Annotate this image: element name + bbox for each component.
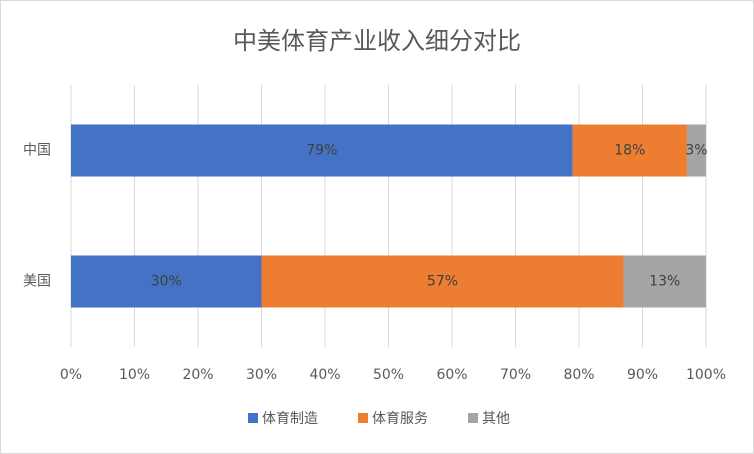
bar-segment <box>572 124 687 177</box>
data-label: 18% <box>614 143 645 159</box>
x-tick-label: 20% <box>182 367 213 383</box>
chart-title: 中美体育产业收入细分对比 <box>233 27 521 55</box>
legend-swatch <box>248 413 258 423</box>
y-tick-label: 美国 <box>23 274 51 290</box>
data-label: 79% <box>306 143 337 159</box>
x-tick-label: 50% <box>373 367 404 383</box>
x-tick-label: 90% <box>627 367 658 383</box>
data-label: 57% <box>427 274 458 290</box>
legend-label: 其他 <box>482 411 510 427</box>
legend-swatch <box>358 413 368 423</box>
bar-segment <box>71 255 262 308</box>
bar-segment <box>71 124 573 177</box>
legend-swatch <box>468 413 478 423</box>
x-tick-label: 30% <box>246 367 277 383</box>
x-tick-label: 80% <box>563 367 594 383</box>
x-tick-label: 70% <box>500 367 531 383</box>
x-tick-label: 60% <box>436 367 467 383</box>
data-label: 3% <box>685 143 707 159</box>
data-label: 30% <box>151 274 182 290</box>
bar-segment <box>261 255 624 308</box>
x-tick-label: 0% <box>60 367 82 383</box>
legend-label: 体育制造 <box>262 411 318 427</box>
x-tick-label: 40% <box>309 367 340 383</box>
bar-segment <box>686 124 706 177</box>
bar-segment <box>623 255 706 308</box>
data-label: 13% <box>649 274 680 290</box>
x-tick-label: 10% <box>119 367 150 383</box>
legend-label: 体育服务 <box>372 411 428 427</box>
y-tick-label: 中国 <box>23 143 51 159</box>
x-tick-label: 100% <box>686 367 726 383</box>
